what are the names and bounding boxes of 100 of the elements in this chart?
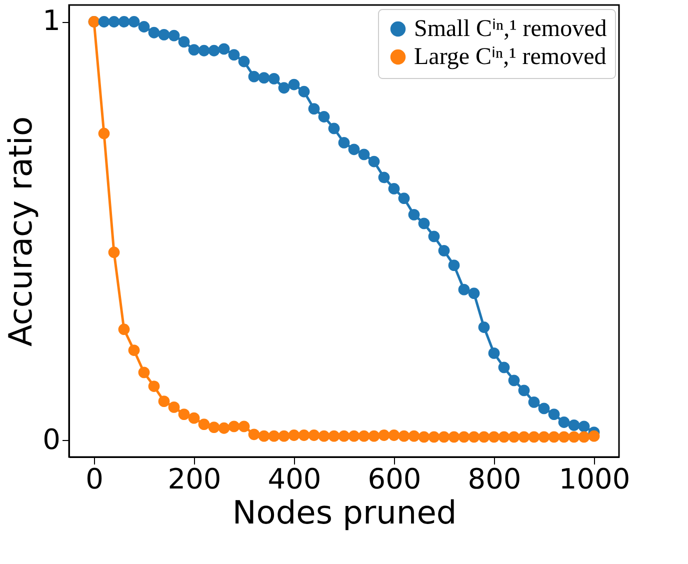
point	[328, 430, 340, 442]
point	[558, 431, 570, 443]
y-tick-label: 1	[42, 4, 60, 38]
point	[508, 374, 520, 386]
point	[178, 408, 190, 420]
point	[518, 431, 530, 443]
point	[228, 49, 240, 60]
point	[408, 208, 420, 220]
point	[148, 380, 160, 392]
point	[368, 156, 380, 168]
point	[528, 431, 540, 443]
point	[228, 420, 240, 432]
point	[448, 260, 460, 272]
x-tick-label: 0	[86, 462, 104, 496]
point	[428, 230, 440, 242]
point	[188, 44, 200, 56]
point	[238, 56, 250, 68]
point	[388, 430, 400, 441]
point	[288, 78, 300, 90]
point	[378, 430, 390, 441]
x-tick-label: 200	[168, 462, 222, 496]
point	[288, 430, 300, 441]
point	[158, 396, 170, 408]
point	[178, 36, 190, 48]
point	[188, 412, 200, 424]
point	[578, 431, 590, 443]
x-tick-label: 400	[268, 462, 322, 496]
point	[168, 402, 180, 413]
point	[348, 144, 360, 156]
point	[568, 431, 580, 443]
point	[478, 322, 490, 333]
point	[498, 362, 510, 374]
point	[568, 420, 580, 431]
point	[258, 430, 270, 442]
x-tick-label: 1000	[558, 462, 630, 496]
point	[338, 430, 350, 442]
point	[278, 430, 290, 442]
point	[338, 137, 350, 148]
point	[438, 244, 450, 256]
point	[418, 218, 430, 230]
point	[468, 288, 480, 300]
point	[548, 431, 560, 443]
point	[138, 21, 150, 32]
point	[208, 44, 220, 56]
point	[168, 30, 180, 42]
point	[158, 29, 170, 40]
point	[98, 128, 110, 140]
point	[418, 431, 430, 443]
point	[578, 420, 590, 432]
point	[308, 103, 320, 114]
point	[428, 431, 440, 443]
point	[198, 418, 210, 430]
point	[438, 431, 450, 443]
point	[468, 431, 480, 443]
point	[128, 344, 140, 356]
point	[118, 16, 130, 28]
point	[448, 431, 460, 443]
point	[488, 348, 500, 359]
point	[298, 430, 310, 441]
point	[498, 431, 510, 443]
point	[248, 428, 260, 440]
point	[98, 16, 110, 28]
point	[408, 430, 420, 442]
x-tick-label: 600	[368, 462, 422, 496]
point	[318, 430, 330, 442]
point	[128, 16, 140, 28]
point	[218, 43, 230, 55]
point	[378, 172, 390, 184]
point	[238, 420, 250, 432]
x-axis-title: Nodes pruned	[232, 494, 457, 532]
point	[138, 366, 150, 378]
point	[508, 431, 520, 443]
point	[318, 111, 330, 122]
point	[278, 82, 290, 94]
point	[558, 416, 570, 428]
point	[458, 284, 470, 296]
point	[398, 430, 410, 442]
point	[108, 246, 120, 258]
point	[108, 16, 120, 28]
point	[358, 430, 370, 442]
point	[548, 408, 560, 420]
point	[148, 26, 160, 38]
point	[248, 70, 260, 82]
legend-label: Small Cⁱⁿ,¹ removed	[414, 16, 607, 42]
point	[388, 183, 400, 194]
point	[118, 324, 130, 336]
point	[458, 431, 470, 443]
point	[328, 122, 340, 134]
point	[478, 431, 490, 443]
point	[538, 431, 550, 443]
point	[368, 430, 380, 442]
point	[258, 72, 270, 84]
point	[398, 192, 410, 204]
point	[198, 44, 210, 56]
point	[208, 422, 220, 433]
point	[268, 72, 280, 84]
x-tick-label: 800	[468, 462, 522, 496]
legend-label: Large Cⁱⁿ,¹ removed	[414, 44, 606, 70]
point	[538, 402, 550, 414]
point	[348, 430, 360, 442]
